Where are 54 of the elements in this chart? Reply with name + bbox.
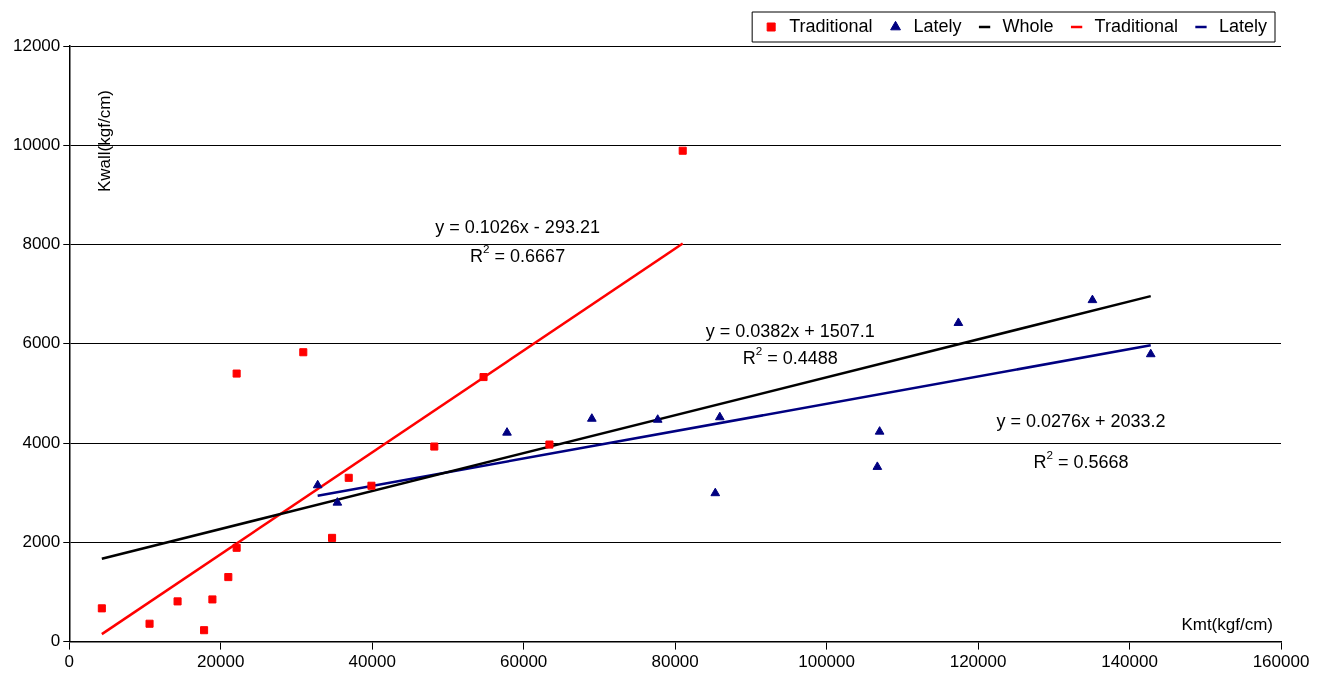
point bbox=[587, 413, 597, 422]
x-tick-label: 160000 bbox=[1252, 652, 1310, 672]
point bbox=[652, 414, 663, 423]
y-axis-title: Kwall(kgf/cm) bbox=[94, 89, 114, 193]
point bbox=[479, 373, 488, 382]
point bbox=[872, 461, 883, 470]
point bbox=[312, 479, 323, 489]
x-tick-label: 80000 bbox=[651, 652, 699, 672]
x-tick-label: 100000 bbox=[798, 652, 855, 672]
x-tick-label: 120000 bbox=[949, 652, 1007, 672]
x-axis-title: Kmt(kgf/cm) bbox=[1181, 614, 1273, 634]
point bbox=[1087, 294, 1098, 304]
point bbox=[367, 481, 376, 490]
legend-label: Whole bbox=[1002, 15, 1054, 36]
point bbox=[208, 595, 217, 604]
y-tick-label: 10000 bbox=[12, 134, 61, 154]
point bbox=[1145, 348, 1156, 358]
y-tick-label: 6000 bbox=[22, 333, 61, 353]
point bbox=[502, 427, 512, 436]
point bbox=[173, 597, 182, 606]
point bbox=[710, 487, 721, 497]
y-tick-label: 12000 bbox=[12, 35, 61, 55]
x-tick-label: 20000 bbox=[197, 652, 245, 672]
y-tick-label: 2000 bbox=[22, 532, 61, 552]
point bbox=[344, 473, 353, 482]
legend-label: Traditional bbox=[789, 15, 873, 36]
point bbox=[145, 619, 154, 628]
point bbox=[332, 497, 343, 506]
point bbox=[678, 146, 687, 155]
point bbox=[97, 604, 106, 613]
annotation: y = 0.1026x - 293.21 bbox=[435, 216, 600, 237]
y-tick-label: 4000 bbox=[22, 432, 61, 452]
point bbox=[200, 626, 209, 635]
point bbox=[714, 411, 725, 421]
point bbox=[430, 442, 439, 451]
point bbox=[232, 543, 241, 552]
point bbox=[874, 426, 885, 435]
point bbox=[299, 348, 308, 357]
point bbox=[953, 317, 964, 326]
x-tick-label: 60000 bbox=[500, 652, 548, 672]
point bbox=[545, 440, 554, 449]
y-tick-label: 0 bbox=[50, 631, 61, 651]
point bbox=[328, 533, 337, 542]
x-tick-label: 0 bbox=[64, 652, 75, 672]
annotation: y = 0.0382x + 1507.1 bbox=[705, 320, 875, 341]
point bbox=[224, 573, 233, 582]
legend-label: Lately bbox=[913, 15, 962, 36]
annotation: y = 0.0276x + 2033.2 bbox=[996, 411, 1166, 432]
point bbox=[232, 369, 241, 378]
y-tick-label: 8000 bbox=[22, 234, 61, 254]
legend-label: Lately bbox=[1218, 15, 1268, 36]
legend-label: Traditional bbox=[1094, 15, 1178, 36]
x-tick-label: 140000 bbox=[1101, 652, 1158, 672]
x-tick-label: 40000 bbox=[348, 652, 396, 672]
